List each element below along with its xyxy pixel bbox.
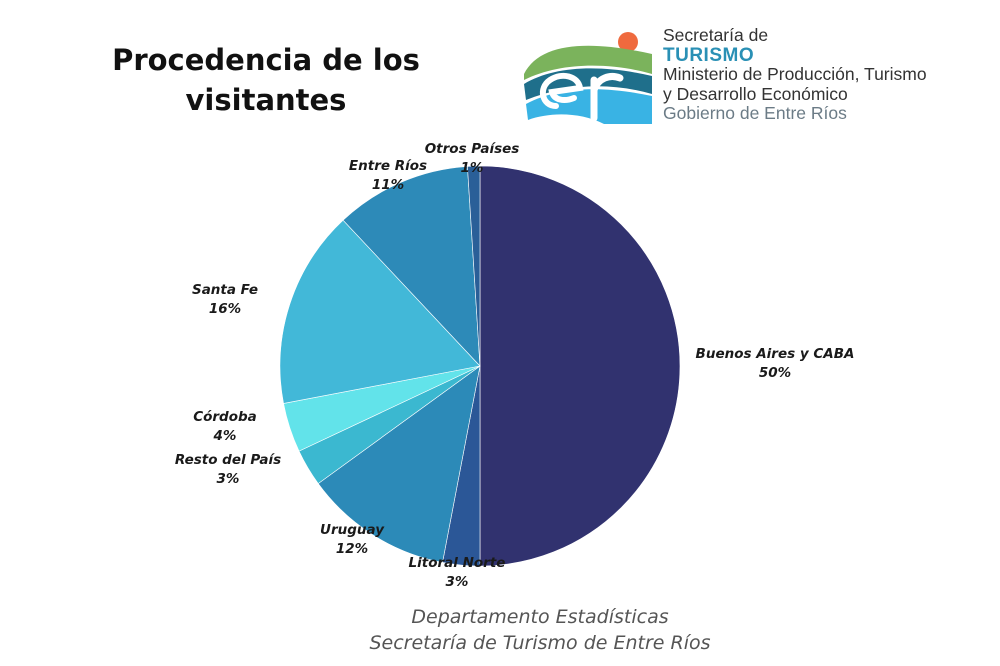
logo-green-swoosh — [524, 45, 652, 80]
slice-value-entre-rios: 11% — [372, 177, 404, 193]
slice-label-buenos-aires-y-caba: Buenos Aires y CABA — [696, 346, 855, 362]
logo-line-5: Gobierno de Entre Ríos — [663, 103, 847, 123]
pie-labels: Buenos Aires y CABA 50% Litoral Norte 3% Uru… — [175, 141, 855, 590]
logo-line-4: y Desarrollo Económico — [663, 83, 848, 104]
logo-letter-r — [590, 73, 624, 122]
secretaria-turismo-logo: Secretaría de TURISMO Ministerio de Prod… — [520, 24, 980, 134]
slice-value-buenos-aires-y-caba: 50% — [759, 365, 791, 381]
logo-line-3: Ministerio de Producción, Turismo — [663, 64, 927, 84]
pie-slice-otros-paises — [467, 165, 481, 367]
slice-label-otros-paises: Otros Países — [425, 141, 520, 157]
pie-slice-santa-fe — [279, 219, 481, 404]
logo-line-2: TURISMO — [663, 44, 755, 66]
logo-sun — [618, 32, 638, 52]
slice-value-santa-fe: 16% — [209, 301, 241, 317]
pie-slice-uruguay — [317, 365, 481, 563]
slice-label-santa-fe: Santa Fe — [192, 282, 258, 298]
title-line-2: visitantes — [185, 83, 347, 117]
chart-title: Procedencia de los visitantes — [96, 40, 436, 120]
slice-label-cordoba: Córdoba — [193, 409, 257, 425]
title-line-1: Procedencia de los — [112, 43, 420, 77]
pie-slice-entre-rios — [342, 166, 481, 367]
slice-label-resto-del-pais: Resto del País — [175, 452, 281, 468]
slice-value-resto-del-pais: 3% — [217, 471, 240, 487]
slice-value-uruguay: 12% — [336, 541, 368, 557]
logo-line-1: Secretaría de — [663, 25, 769, 45]
logo-letter-e — [539, 72, 584, 109]
slice-label-uruguay: Uruguay — [320, 522, 385, 538]
slice-value-litoral-norte: 3% — [446, 574, 469, 590]
pie-slices — [279, 165, 681, 567]
source-note: Departamento Estadísticas Secretaría de … — [290, 604, 790, 656]
logo-text: Secretaría de TURISMO Ministerio de Prod… — [663, 25, 927, 124]
source-line-2: Secretaría de Turismo de Entre Ríos — [369, 632, 711, 654]
source-line-1: Departamento Estadísticas — [411, 606, 669, 628]
pie-slice-buenos-aires-y-caba — [479, 165, 681, 567]
slice-label-entre-rios: Entre Ríos — [349, 158, 427, 174]
slice-value-otros-paises: 1% — [461, 160, 484, 176]
slice-label-litoral-norte: Litoral Norte — [409, 555, 506, 571]
slice-value-cordoba: 4% — [213, 428, 237, 444]
er-logo-icon — [524, 32, 652, 124]
